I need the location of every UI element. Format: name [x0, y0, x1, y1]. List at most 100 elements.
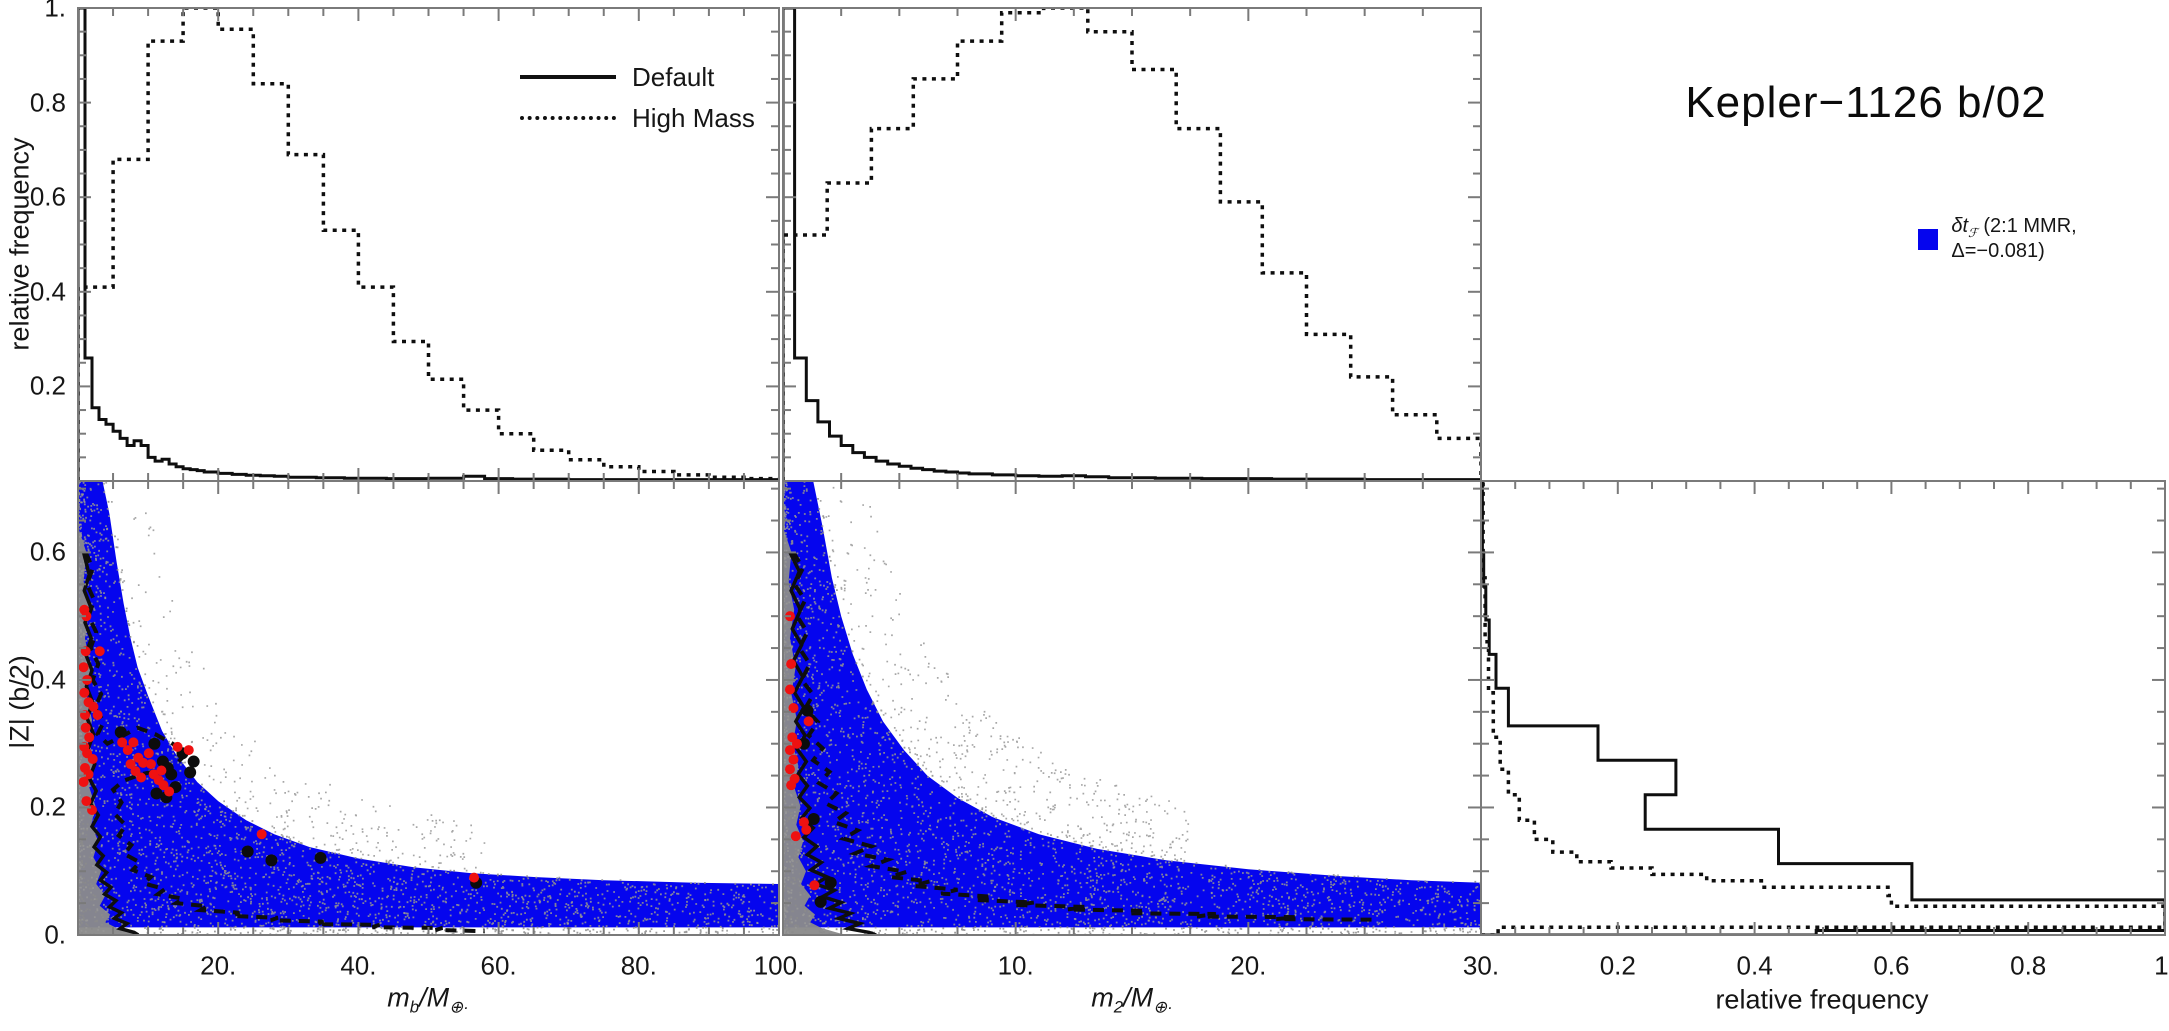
- tick-label: 0.8: [29, 87, 66, 118]
- blue-resonance-region: [783, 481, 1481, 928]
- red-sample-point: [78, 776, 89, 787]
- red-sample-point: [78, 662, 89, 673]
- red-sample-point: [164, 786, 175, 797]
- red-sample-point: [784, 684, 795, 695]
- red-sample-point: [128, 737, 139, 748]
- tick-label: 30.: [1462, 950, 1500, 981]
- tick-label: 40.: [340, 950, 377, 981]
- gray-outlier-dots: [783, 481, 1481, 935]
- tick-label: 100.: [753, 950, 805, 981]
- scatter-mb-z-frame: [77, 480, 780, 936]
- solid-line-sample: [520, 75, 616, 79]
- black-cluster-point: [148, 737, 161, 750]
- tick-label: 20.: [200, 950, 237, 981]
- red-sample-point: [801, 824, 812, 835]
- tick-label: 0.4: [29, 276, 66, 307]
- figure-title: Kepler−1126 b/02: [1685, 78, 2047, 127]
- red-sample-point: [143, 748, 154, 759]
- hist-m2-default-curve: [783, 8, 1481, 481]
- red-sample-point: [130, 766, 141, 777]
- black-cluster-point: [241, 845, 254, 858]
- black-cluster-point: [801, 704, 814, 717]
- red-sample-point: [183, 745, 194, 756]
- tick-label: 0.4: [29, 664, 66, 695]
- red-sample-point: [80, 722, 91, 733]
- tick-label: 0.2: [1599, 950, 1636, 981]
- red-sample-point: [125, 759, 136, 770]
- red-sample-point: [798, 817, 809, 828]
- black-cluster-point: [314, 851, 327, 864]
- black-cluster-point: [814, 895, 827, 908]
- gray-posterior-cloud: [78, 481, 779, 935]
- red-sample-point: [138, 757, 149, 768]
- tick-label: 1.: [2154, 950, 2169, 981]
- red-sample-point: [94, 646, 105, 657]
- black-cluster-point: [187, 755, 200, 768]
- red-sample-point: [786, 659, 797, 670]
- legend-item-default: Default: [520, 61, 715, 92]
- red-sample-point: [788, 703, 799, 713]
- hist-m2-high-mass-curve: [783, 8, 1481, 481]
- tick-label: 80.: [620, 950, 657, 981]
- red-sample-point: [784, 764, 795, 775]
- tick-label: 20.: [1230, 950, 1267, 981]
- red-sample-point: [81, 611, 92, 622]
- black-cluster-point: [265, 854, 278, 867]
- red-sample-point: [81, 796, 92, 807]
- tick-label: 10.: [997, 950, 1034, 981]
- legend-label-high-mass: High Mass: [632, 102, 755, 133]
- hist-z-frame: [1480, 480, 2166, 936]
- red-sample-point: [172, 741, 183, 752]
- red-sample-point: [122, 745, 133, 756]
- tick-label: 0.6: [29, 181, 66, 212]
- hist-z-layer: [1481, 481, 2165, 935]
- legend-item-high-mass: High Mass: [520, 102, 755, 133]
- tick-label: 0.: [44, 919, 66, 950]
- xlabel-m2: m2/M⊕·: [1091, 982, 1173, 1017]
- xlabel-relative-frequency: relative frequency: [1715, 984, 1929, 1015]
- black-cluster-point: [150, 787, 163, 800]
- red-sample-point: [156, 765, 167, 776]
- legend-label-resonance: δtℱ (2:1 MMR, Δ=−0.081): [1951, 215, 2077, 262]
- blue-resonance-region: [78, 481, 779, 928]
- red-sample-point: [145, 759, 156, 770]
- tick-label: 0.2: [29, 791, 66, 822]
- tick-label: 0.6: [1873, 950, 1910, 981]
- red-sample-point: [256, 829, 267, 840]
- black-cluster-point: [184, 766, 197, 779]
- red-sample-point: [79, 687, 90, 698]
- red-sample-point: [83, 769, 94, 780]
- tick-label: 0.4: [1736, 950, 1773, 981]
- red-sample-point: [788, 754, 799, 765]
- hist-z-high-mass-curve: [1481, 481, 2165, 935]
- red-sample-point: [469, 872, 480, 883]
- scatter-mb-z-layer: [78, 481, 779, 935]
- red-sample-point: [791, 738, 802, 749]
- dashed-contour: [791, 551, 1377, 922]
- red-sample-point: [87, 754, 98, 765]
- red-sample-point: [117, 737, 128, 748]
- legend-item-resonance: δtℱ (2:1 MMR, Δ=−0.081): [1918, 215, 2169, 263]
- tick-label: 60.: [480, 950, 517, 981]
- red-sample-point: [790, 831, 801, 842]
- scatter-m2-z-layer: [783, 481, 1481, 935]
- dashed-contour: [83, 551, 485, 934]
- xlabel-mb: mb/M⊕·: [387, 982, 469, 1017]
- red-sample-point: [92, 710, 103, 721]
- blue-square-swatch: [1918, 228, 1939, 250]
- hist-z-default-curve: [1481, 481, 2165, 935]
- hist-m2-layer: [783, 8, 1481, 481]
- tick-label: 0.8: [2010, 950, 2047, 981]
- tick-label: 1.: [44, 0, 66, 23]
- tick-label: 0.2: [29, 370, 66, 401]
- black-cluster-point: [807, 812, 820, 825]
- hist-mb-frame: [77, 7, 780, 482]
- red-sample-point: [84, 732, 95, 743]
- black-cluster-point: [824, 876, 837, 889]
- red-sample-point: [88, 701, 99, 712]
- red-sample-point: [784, 745, 795, 756]
- legend-label-default: Default: [632, 61, 715, 92]
- black-cluster-point: [114, 726, 127, 739]
